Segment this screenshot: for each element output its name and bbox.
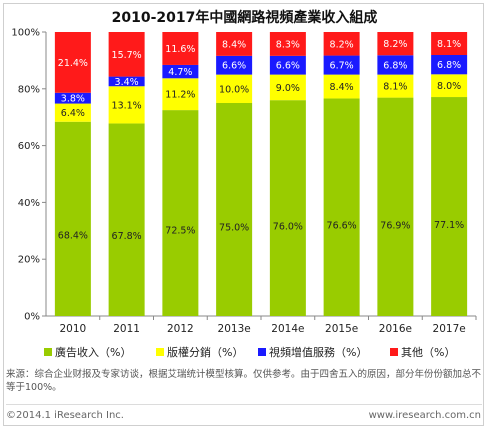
data-label: 13.1%: [112, 100, 142, 111]
bar-segment: [431, 55, 468, 75]
bar-segment: [54, 121, 91, 316]
y-tick-label: 40%: [18, 198, 40, 209]
data-label: 9.0%: [276, 83, 300, 94]
bar-segment: [108, 86, 145, 124]
data-label: 76.0%: [273, 221, 303, 232]
legend-swatch-copyright: [156, 348, 164, 356]
bar-segment: [162, 78, 199, 111]
bar-segment: [269, 100, 306, 316]
bar-segment: [108, 76, 145, 87]
bar-segment: [377, 55, 414, 75]
data-label: 8.2%: [383, 39, 407, 50]
bar-segment: [431, 74, 468, 98]
bar-segment: [269, 32, 306, 56]
bar-segment: [162, 32, 199, 65]
bar-segment: [54, 92, 91, 104]
data-label: 67.8%: [112, 231, 142, 242]
data-label: 68.4%: [58, 230, 88, 241]
data-label: 8.1%: [437, 39, 461, 50]
y-tick-label: 60%: [18, 141, 40, 152]
data-label: 4.7%: [168, 67, 192, 78]
legend-item-ads: 廣告收入（%）: [44, 344, 131, 360]
bar-segment: [216, 103, 253, 316]
bar-segment: [216, 55, 253, 75]
bar-segment: [108, 123, 145, 316]
data-label: 6.6%: [222, 61, 246, 72]
data-label: 8.2%: [330, 39, 354, 50]
footer-divider: [6, 404, 482, 405]
bar-segment: [269, 74, 306, 101]
bar-segment: [377, 32, 414, 56]
bar-segment: [323, 32, 360, 56]
data-label: 10.0%: [219, 84, 249, 95]
x-tick-label: 2013e: [218, 323, 251, 335]
y-tick-label: 100%: [11, 28, 40, 39]
legend-swatch-vas: [258, 348, 266, 356]
legend-label-other: 其他（%）: [401, 346, 456, 359]
bar-segment: [377, 97, 414, 316]
data-label: 6.8%: [437, 60, 461, 71]
data-label: 6.4%: [61, 108, 85, 119]
bar-segment: [216, 74, 253, 103]
data-label: 8.3%: [276, 39, 300, 50]
data-label: 8.4%: [330, 82, 354, 93]
legend-label-vas: 視頻增值服務（%）: [269, 346, 368, 359]
data-label: 3.8%: [61, 94, 85, 105]
x-tick-label: 2011: [113, 323, 140, 335]
bar-segment: [162, 64, 199, 79]
data-label: 8.4%: [222, 39, 246, 50]
data-label: 6.6%: [276, 61, 300, 72]
data-label: 21.4%: [58, 58, 88, 69]
legend-item-other: 其他（%）: [390, 344, 455, 360]
website-link[interactable]: www.iresearch.com.cn: [368, 410, 481, 421]
bar-segment: [54, 32, 91, 93]
bar-segment: [431, 32, 468, 56]
x-tick-label: 2014e: [271, 323, 304, 335]
data-label: 72.5%: [165, 226, 195, 237]
bar-segment: [108, 32, 145, 77]
legend-swatch-other: [390, 348, 398, 356]
x-tick-label: 2017e: [433, 323, 466, 335]
bar-segment: [323, 98, 360, 317]
data-label: 8.0%: [437, 81, 461, 92]
y-tick-label: 80%: [18, 84, 40, 95]
chart-title: 2010-2017年中國網路視頻產業收入組成: [111, 10, 378, 26]
data-label: 77.1%: [434, 220, 464, 231]
data-label: 6.8%: [383, 60, 407, 71]
bar-segment: [323, 55, 360, 75]
bar-segment: [323, 74, 360, 99]
bar-segment: [216, 32, 253, 56]
x-tick-label: 2010: [60, 323, 87, 335]
bar-segment: [377, 74, 414, 98]
legend-swatch-ads: [44, 348, 52, 356]
chart-legend: 廣告收入（%） 版權分銷（%） 視頻增值服務（%） 其他（%）: [40, 344, 480, 360]
chart-frame: [3, 3, 484, 426]
bar-segment: [54, 103, 91, 122]
legend-item-vas: 視頻增值服務（%）: [258, 344, 367, 360]
bar-segment: [431, 97, 468, 316]
legend-label-ads: 廣告收入（%）: [55, 346, 132, 359]
copyright-text: ©2014.1 iResearch Inc.: [6, 410, 124, 421]
legend-item-copyright: 版權分銷（%）: [156, 344, 243, 360]
data-label: 76.6%: [327, 221, 357, 232]
bar-segment: [162, 110, 199, 316]
data-label: 11.2%: [165, 90, 195, 101]
data-label: 6.7%: [330, 61, 354, 72]
data-label: 8.1%: [383, 82, 407, 93]
legend-label-copyright: 版權分銷（%）: [167, 346, 244, 359]
data-label: 75.0%: [219, 223, 249, 234]
stacked-bar-chart: 0% 20% 40% 60% 80% 100% 68.4% 6.4% 3.8% 21.4% 2010…: [11, 28, 477, 335]
data-label: 3.4%: [115, 77, 139, 88]
data-label: 11.6%: [165, 44, 195, 55]
bar-segment: [269, 55, 306, 75]
y-tick-label: 20%: [18, 255, 40, 266]
x-tick-label: 2016e: [379, 323, 412, 335]
x-tick-label: 2015e: [325, 323, 358, 335]
data-label: 15.7%: [112, 50, 142, 61]
y-tick-label: 0%: [24, 312, 40, 323]
x-tick-label: 2012: [167, 323, 194, 335]
source-note: 来源：综合企业财报及专家访谈，根据艾瑞统计模型核算。仅供参考。由于四舍五入的原因…: [6, 369, 482, 393]
data-label: 76.9%: [380, 220, 410, 231]
